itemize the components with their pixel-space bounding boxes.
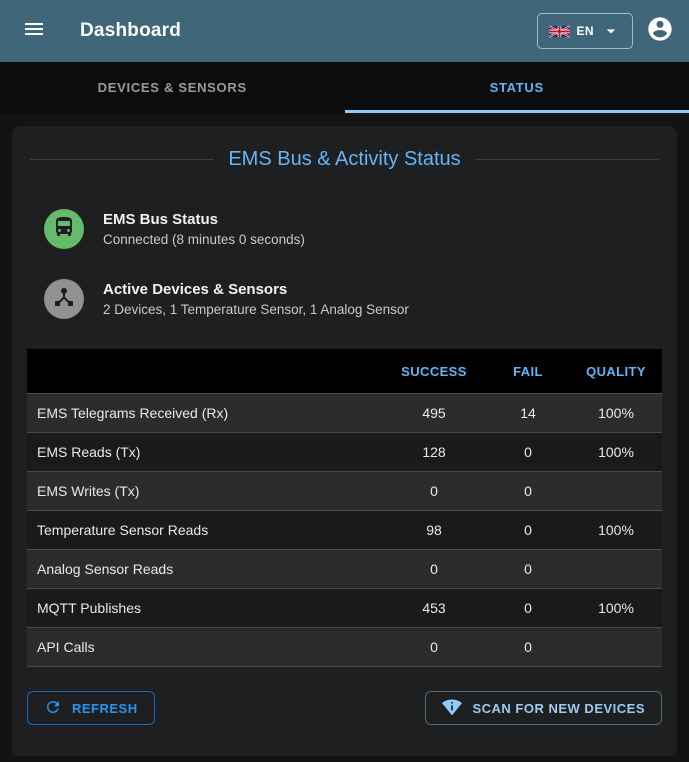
table-row: EMS Writes (Tx) 0 0 (27, 471, 662, 511)
page-content: EMS Bus & Activity Status EMS Bus Status… (0, 113, 689, 756)
row-fail: 0 (486, 627, 570, 667)
row-quality: 100% (570, 510, 662, 550)
row-quality: 100% (570, 393, 662, 433)
device-hub-icon (52, 285, 76, 314)
card-actions: REFRESH SCAN FOR NEW DEVICES (27, 691, 662, 725)
menu-icon (22, 17, 46, 46)
tab-status[interactable]: STATUS (489, 80, 544, 95)
row-label: EMS Reads (Tx) (27, 432, 382, 472)
account-button[interactable] (645, 16, 675, 46)
scan-devices-button[interactable]: SCAN FOR NEW DEVICES (425, 691, 662, 725)
bus-icon (52, 215, 76, 244)
row-success: 128 (382, 432, 486, 472)
row-label: Analog Sensor Reads (27, 549, 382, 589)
bus-status-subtitle: Connected (8 minutes 0 seconds) (103, 232, 305, 247)
row-quality (570, 627, 662, 667)
row-fail: 0 (486, 471, 570, 511)
wifi-scan-icon (442, 697, 463, 720)
card-title: EMS Bus & Activity Status (228, 148, 461, 170)
title-divider-left (30, 159, 215, 160)
row-quality (570, 549, 662, 589)
row-fail: 14 (486, 393, 570, 433)
row-label: Temperature Sensor Reads (27, 510, 382, 550)
ems-bus-status-item: EMS Bus Status Connected (8 minutes 0 se… (44, 209, 662, 249)
active-tab-indicator (344, 110, 689, 113)
row-label: EMS Writes (Tx) (27, 471, 382, 511)
row-label: EMS Telegrams Received (Rx) (27, 393, 382, 433)
row-fail: 0 (486, 549, 570, 589)
table-header-row: SUCCESS FAIL QUALITY (27, 349, 662, 394)
scan-button-label: SCAN FOR NEW DEVICES (472, 700, 645, 716)
appbar: Dashboard EN (0, 0, 689, 62)
table-row: API Calls 0 0 (27, 627, 662, 667)
row-quality: 100% (570, 588, 662, 628)
row-success: 0 (382, 627, 486, 667)
title-divider-right (474, 159, 659, 160)
row-fail: 0 (486, 588, 570, 628)
refresh-icon (44, 698, 62, 719)
row-success: 0 (382, 471, 486, 511)
active-devices-subtitle: 2 Devices, 1 Temperature Sensor, 1 Analo… (103, 302, 409, 317)
account-circle-icon (646, 15, 674, 48)
header-fail: FAIL (486, 349, 570, 394)
active-devices-title: Active Devices & Sensors (103, 281, 288, 298)
chevron-down-icon (601, 21, 621, 41)
table-row: EMS Telegrams Received (Rx) 495 14 100% (27, 393, 662, 433)
status-card: EMS Bus & Activity Status EMS Bus Status… (12, 126, 677, 756)
row-label: MQTT Publishes (27, 588, 382, 628)
uk-flag-icon (548, 24, 570, 38)
page-title: Dashboard (80, 20, 182, 41)
header-quality: QUALITY (570, 349, 662, 394)
table-row: MQTT Publishes 453 0 100% (27, 588, 662, 628)
active-devices-text: Active Devices & Sensors 2 Devices, 1 Te… (103, 281, 409, 317)
bus-status-title: EMS Bus Status (103, 211, 219, 228)
tab-devices-sensors[interactable]: DEVICES & SENSORS (97, 80, 247, 95)
language-label: EN (576, 24, 594, 38)
language-selector[interactable]: EN (536, 13, 633, 49)
bus-status-avatar (44, 209, 84, 249)
refresh-button-label: REFRESH (72, 700, 138, 716)
row-fail: 0 (486, 510, 570, 550)
row-success: 453 (382, 588, 486, 628)
row-success: 0 (382, 549, 486, 589)
bus-status-text: EMS Bus Status Connected (8 minutes 0 se… (103, 211, 305, 247)
row-label: API Calls (27, 627, 382, 667)
row-quality (570, 471, 662, 511)
activity-stats-table: SUCCESS FAIL QUALITY EMS Telegrams Recei… (27, 349, 662, 667)
table-row: EMS Reads (Tx) 128 0 100% (27, 432, 662, 472)
row-quality: 100% (570, 432, 662, 472)
tabbar: DEVICES & SENSORS STATUS (0, 62, 689, 113)
row-fail: 0 (486, 432, 570, 472)
header-name (27, 349, 382, 394)
row-success: 495 (382, 393, 486, 433)
table-row: Analog Sensor Reads 0 0 (27, 549, 662, 589)
row-success: 98 (382, 510, 486, 550)
active-devices-item: Active Devices & Sensors 2 Devices, 1 Te… (44, 279, 662, 319)
menu-button[interactable] (14, 11, 54, 51)
header-success: SUCCESS (382, 349, 486, 394)
table-row: Temperature Sensor Reads 98 0 100% (27, 510, 662, 550)
refresh-button[interactable]: REFRESH (27, 691, 155, 725)
card-title-row: EMS Bus & Activity Status (30, 148, 659, 171)
devices-avatar (44, 279, 84, 319)
